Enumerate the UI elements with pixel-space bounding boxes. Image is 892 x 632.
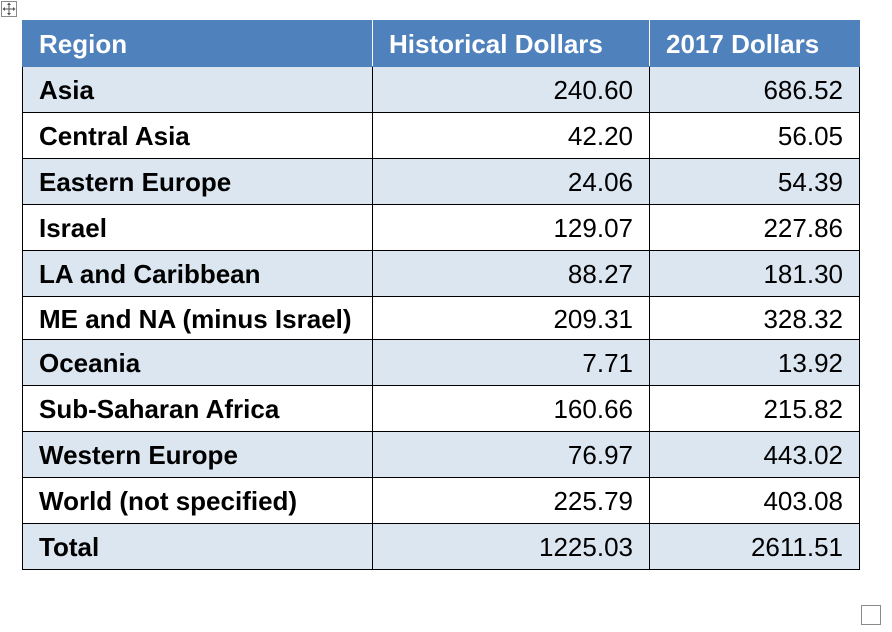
table-row: ME and NA (minus Israel) 209.31 328.32 xyxy=(22,296,860,340)
dollars-2017-cell[interactable]: 215.82 xyxy=(649,385,860,432)
header-2017-dollars[interactable]: 2017 Dollars xyxy=(649,20,860,67)
dollars-2017-cell[interactable]: 443.02 xyxy=(649,431,860,478)
historical-cell[interactable]: 42.20 xyxy=(372,112,650,159)
table-resize-handle-icon[interactable] xyxy=(861,605,881,625)
table-row: Asia 240.60 686.52 xyxy=(22,66,860,113)
region-cell[interactable]: Asia xyxy=(22,66,373,113)
table-total-row: Total 1225.03 2611.51 xyxy=(22,523,860,570)
dollars-2017-cell[interactable]: 2611.51 xyxy=(649,523,860,570)
header-historical-dollars[interactable]: Historical Dollars xyxy=(372,20,650,67)
table-row: Israel 129.07 227.86 xyxy=(22,204,860,251)
dollars-2017-cell[interactable]: 13.92 xyxy=(649,339,860,386)
dollars-2017-cell[interactable]: 54.39 xyxy=(649,158,860,205)
historical-cell[interactable]: 225.79 xyxy=(372,477,650,524)
table-row: Sub-Saharan Africa 160.66 215.82 xyxy=(22,385,860,432)
dollars-2017-cell[interactable]: 686.52 xyxy=(649,66,860,113)
region-cell[interactable]: ME and NA (minus Israel) xyxy=(22,296,373,340)
historical-cell[interactable]: 24.06 xyxy=(372,158,650,205)
historical-cell[interactable]: 240.60 xyxy=(372,66,650,113)
table-row: World (not specified) 225.79 403.08 xyxy=(22,477,860,524)
region-cell[interactable]: Eastern Europe xyxy=(22,158,373,205)
table-row: Oceania 7.71 13.92 xyxy=(22,339,860,386)
region-cell[interactable]: LA and Caribbean xyxy=(22,250,373,297)
region-dollars-table: Region Historical Dollars 2017 Dollars A… xyxy=(22,20,860,570)
historical-cell[interactable]: 129.07 xyxy=(372,204,650,251)
historical-cell[interactable]: 7.71 xyxy=(372,339,650,386)
table-header-row: Region Historical Dollars 2017 Dollars xyxy=(22,20,860,67)
region-cell[interactable]: World (not specified) xyxy=(22,477,373,524)
historical-cell[interactable]: 76.97 xyxy=(372,431,650,478)
historical-cell[interactable]: 160.66 xyxy=(372,385,650,432)
dollars-2017-cell[interactable]: 181.30 xyxy=(649,250,860,297)
table-row: Eastern Europe 24.06 54.39 xyxy=(22,158,860,205)
region-cell[interactable]: Western Europe xyxy=(22,431,373,478)
historical-cell[interactable]: 1225.03 xyxy=(372,523,650,570)
move-cross-icon xyxy=(2,2,16,16)
region-cell[interactable]: Total xyxy=(22,523,373,570)
table-row: Central Asia 42.20 56.05 xyxy=(22,112,860,159)
dollars-2017-cell[interactable]: 56.05 xyxy=(649,112,860,159)
table-row: LA and Caribbean 88.27 181.30 xyxy=(22,250,860,297)
dollars-2017-cell[interactable]: 227.86 xyxy=(649,204,860,251)
header-region[interactable]: Region xyxy=(22,20,373,67)
region-cell[interactable]: Oceania xyxy=(22,339,373,386)
table-row: Western Europe 76.97 443.02 xyxy=(22,431,860,478)
region-cell[interactable]: Sub-Saharan Africa xyxy=(22,385,373,432)
historical-cell[interactable]: 88.27 xyxy=(372,250,650,297)
dollars-2017-cell[interactable]: 328.32 xyxy=(649,296,860,340)
dollars-2017-cell[interactable]: 403.08 xyxy=(649,477,860,524)
table-move-handle-icon[interactable] xyxy=(1,1,17,17)
region-cell[interactable]: Central Asia xyxy=(22,112,373,159)
historical-cell[interactable]: 209.31 xyxy=(372,296,650,340)
region-cell[interactable]: Israel xyxy=(22,204,373,251)
